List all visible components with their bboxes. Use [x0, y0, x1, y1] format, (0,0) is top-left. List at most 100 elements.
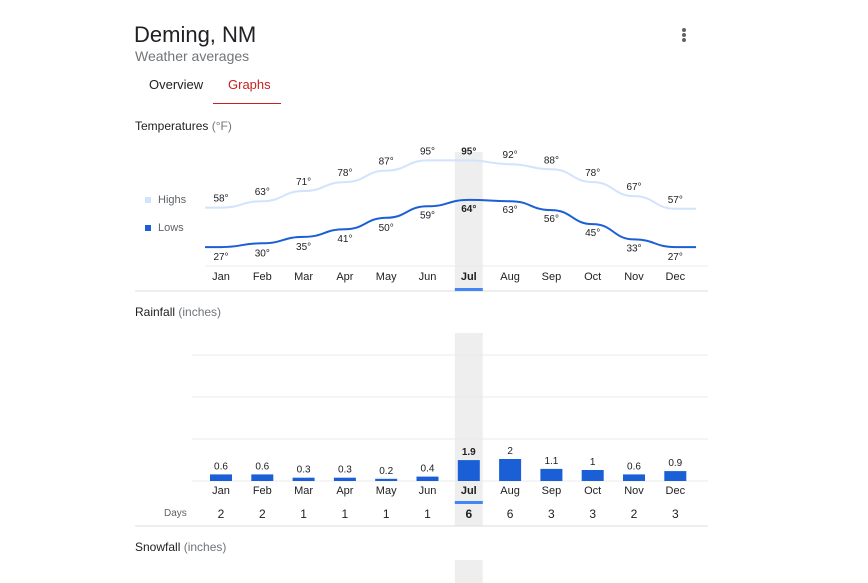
highs-legend-swatch [145, 197, 151, 203]
rainfall-month-label: Dec [666, 485, 686, 497]
rainfall-bar [499, 459, 522, 481]
rainfall-value-label: 0.2 [379, 466, 393, 477]
snowfall-unit: (inches) [183, 540, 227, 554]
rainfall-days-value: 2 [218, 507, 225, 521]
rainfall-month-label: Feb [253, 485, 272, 497]
rainfall-month-label: Nov [624, 485, 644, 497]
rainfall-days-value: 1 [342, 507, 349, 521]
selected-band-temperatures [454, 152, 483, 288]
temperatures-month-label: Nov [624, 271, 644, 283]
tab-overview[interactable]: Overview [149, 77, 204, 92]
lows-label: 63° [503, 205, 518, 216]
rainfall-bar [540, 468, 563, 481]
highs-label: 78° [585, 168, 600, 179]
rainfall-value-label: 0.6 [627, 461, 641, 472]
temperatures-selected-marker [454, 288, 483, 291]
lows-label: 27° [213, 252, 228, 263]
temperatures-month-label: Jun [419, 271, 437, 283]
lows-label: 35° [296, 242, 311, 253]
selected-band-days [454, 500, 483, 526]
temperatures-title: Temperatures (°F) [135, 119, 232, 133]
snowfall-title: Snowfall (inches) [135, 540, 226, 554]
rainfall-bar [292, 477, 315, 481]
highs-legend-label: Highs [158, 194, 187, 206]
rainfall-days-value: 6 [507, 507, 514, 521]
rainfall-month-label: Sep [542, 485, 562, 497]
rainfall-value-label: 0.6 [214, 461, 228, 472]
rainfall-bar [251, 474, 274, 481]
rainfall-value-label: 2 [507, 446, 513, 457]
temperatures-month-label: Dec [666, 271, 686, 283]
rainfall-bar [664, 471, 687, 481]
temperatures-month-label: Oct [584, 271, 601, 283]
rainfall-value-label: 0.3 [338, 465, 352, 476]
rainfall-month-label: Jul [461, 485, 477, 497]
lows-label: 30° [255, 248, 270, 259]
rainfall-month-label: Mar [294, 485, 313, 497]
highs-label: 87° [379, 157, 394, 168]
tab-graphs[interactable]: Graphs [228, 77, 271, 92]
rainfall-days-value: 3 [548, 507, 555, 521]
highs-label: 95° [420, 146, 435, 157]
temperatures-month-label: Aug [500, 271, 520, 283]
lows-label: 41° [337, 234, 352, 245]
temperatures-month-label: Jul [461, 271, 477, 283]
highs-label: 58° [213, 194, 228, 205]
rainfall-bar [416, 476, 439, 481]
temperatures-month-label: Feb [253, 271, 272, 283]
highs-label: 95° [461, 146, 476, 157]
lows-legend-label: Lows [158, 222, 184, 234]
rainfall-bar [375, 478, 398, 481]
tab-selected-indicator [213, 103, 281, 104]
temperatures-month-label: Apr [336, 271, 353, 283]
rainfall-value-label: 1 [590, 457, 596, 468]
more-vert-icon[interactable] [676, 24, 692, 46]
rainfall-month-label: May [376, 485, 397, 497]
rainfall-days-value: 2 [631, 507, 638, 521]
lows-label: 50° [379, 223, 394, 234]
rainfall-bar [623, 474, 645, 481]
rainfall-bar [581, 470, 604, 481]
selected-band-snowfall [454, 560, 483, 583]
temperatures-month-label: May [376, 271, 397, 283]
rainfall-value-label: 1.9 [462, 447, 476, 458]
rainfall-days-value: 1 [383, 507, 390, 521]
temperatures-month-label: Jan [212, 271, 230, 283]
rainfall-month-label: Oct [584, 485, 601, 497]
highs-label: 67° [626, 182, 641, 193]
rainfall-title: Rainfall (inches) [135, 305, 221, 319]
temperatures-unit: (°F) [211, 119, 232, 133]
temperatures-month-label: Sep [542, 271, 562, 283]
temperatures-month-label: Mar [294, 271, 313, 283]
rainfall-days-value: 1 [424, 507, 431, 521]
rainfall-selected-marker [454, 501, 483, 504]
highs-line [205, 159, 696, 210]
rainfall-value-label: 0.9 [668, 458, 682, 469]
lows-label: 33° [626, 243, 641, 254]
rainfall-month-label: Aug [500, 485, 520, 497]
highs-label: 71° [296, 177, 311, 188]
highs-label: 57° [668, 195, 683, 206]
rainfall-bar [457, 460, 480, 481]
lows-label: 59° [420, 210, 435, 221]
rainfall-value-label: 1.1 [544, 456, 558, 467]
snowfall-title-text: Snowfall [135, 540, 181, 554]
rainfall-value-label: 0.4 [421, 464, 435, 475]
lows-line [205, 198, 696, 249]
highs-label: 63° [255, 187, 270, 198]
rainfall-bar [210, 474, 232, 481]
rainfall-days-value: 1 [300, 507, 307, 521]
rainfall-days-value: 3 [589, 507, 596, 521]
lows-label: 27° [668, 252, 683, 263]
days-label: Days [164, 508, 187, 519]
rainfall-value-label: 0.3 [297, 465, 311, 476]
rainfall-bar [333, 477, 356, 481]
rainfall-month-label: Apr [336, 485, 353, 497]
rainfall-unit: (inches) [178, 305, 222, 319]
highs-label: 78° [337, 168, 352, 179]
rainfall-title-text: Rainfall [135, 305, 176, 319]
rainfall-days-value: 3 [672, 507, 679, 521]
highs-label: 92° [503, 150, 518, 161]
rainfall-month-label: Jan [212, 485, 230, 497]
